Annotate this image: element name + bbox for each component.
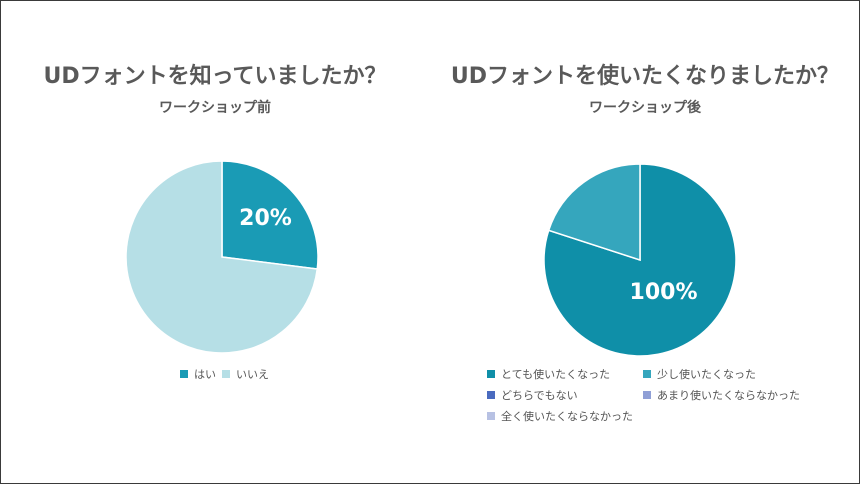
legend-label: 全く使いたくならなかった: [501, 410, 633, 423]
legend-swatch: [487, 370, 495, 378]
legend-label: とても使いたくなった: [501, 368, 611, 381]
pie-chart-after: 100%: [543, 163, 737, 357]
legend-swatch: [222, 370, 230, 378]
legend-label: いいえ: [236, 368, 269, 381]
data-label: 20%: [239, 206, 292, 231]
chart-panel-after: UDフォントを使いたくなりましたか？ ワークショップ後 100% とても使いたく…: [430, 0, 860, 484]
legend-label: どちらでもない: [501, 389, 578, 402]
legend-swatch: [643, 391, 651, 399]
legend-item: いいえ: [222, 366, 269, 382]
legend-swatch: [487, 391, 495, 399]
legend-swatch: [487, 412, 495, 420]
legend-item: 全く使いたくならなかった: [487, 408, 633, 424]
legend-label: 少し使いたくなった: [657, 368, 756, 381]
legend-item: どちらでもない: [487, 387, 578, 403]
data-label: 100%: [630, 280, 698, 305]
legend-label: はい: [194, 368, 216, 381]
chart-title: UDフォントを使いたくなりましたか？: [450, 64, 840, 89]
legend-item: はい: [180, 366, 216, 382]
chart-title: UDフォントを知っていましたか？: [43, 64, 387, 89]
legend-before: はい いいえ: [0, 366, 430, 386]
pie-slice: [125, 160, 319, 354]
legend-item: あまり使いたくならなかった: [643, 387, 800, 403]
chart-subtitle: ワークショップ後: [589, 100, 701, 116]
legend-after: とても使いたくなった 少し使いたくなったどちらでもない あまり使いたくならなかった全…: [430, 366, 860, 436]
legend-label: あまり使いたくならなかった: [657, 389, 800, 402]
legend-item: 少し使いたくなった: [643, 366, 756, 382]
pie-chart-before: 20%: [125, 160, 319, 354]
legend-swatch: [643, 370, 651, 378]
legend-item: とても使いたくなった: [487, 366, 610, 382]
legend-swatch: [180, 370, 188, 378]
chart-subtitle: ワークショップ前: [159, 100, 271, 116]
chart-panel-before: UDフォントを知っていましたか？ ワークショップ前 20% はい いいえ: [0, 64, 430, 386]
pie-slice: [221, 160, 319, 270]
pie-slice: [547, 163, 641, 262]
